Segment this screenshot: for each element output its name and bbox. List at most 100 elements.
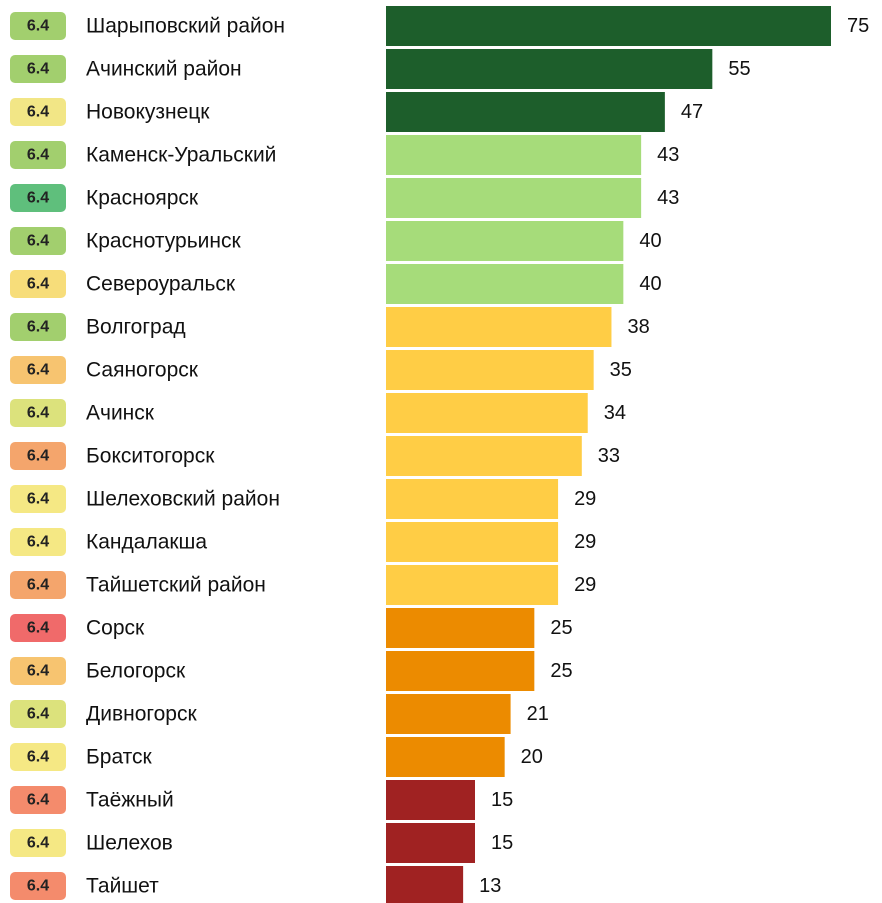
badge-label: 6.4 — [27, 190, 49, 207]
badge-label: 6.4 — [27, 319, 49, 336]
category-label: Таёжный — [86, 789, 174, 812]
category-label: Красноярск — [86, 187, 199, 210]
category-label: Шарыповский район — [86, 15, 285, 38]
value-label: 25 — [550, 617, 572, 639]
badge-label: 6.4 — [27, 448, 49, 465]
value-label: 21 — [527, 703, 549, 725]
value-label: 75 — [847, 15, 869, 37]
badge-label: 6.4 — [27, 233, 49, 250]
value-label: 38 — [627, 316, 649, 338]
badge — [10, 184, 66, 212]
bar — [386, 393, 588, 433]
badge — [10, 829, 66, 857]
category-label: Каменск-Уральский — [86, 144, 276, 167]
value-label: 43 — [657, 187, 679, 209]
bar — [386, 651, 535, 691]
category-label: Дивногорск — [86, 703, 197, 726]
category-label: Саяногорск — [86, 359, 199, 382]
badge — [10, 872, 66, 900]
category-label: Бокситогорск — [86, 445, 215, 468]
badge — [10, 442, 66, 470]
badge-label: 6.4 — [27, 18, 49, 35]
category-label: Шелехов — [86, 832, 173, 855]
value-label: 33 — [598, 445, 620, 467]
badge-label: 6.4 — [27, 534, 49, 551]
badge — [10, 657, 66, 685]
bar — [386, 565, 559, 605]
bar — [386, 608, 535, 648]
badge-label: 6.4 — [27, 620, 49, 637]
badge-label: 6.4 — [27, 835, 49, 852]
badge — [10, 528, 66, 556]
bar — [386, 694, 511, 734]
value-label: 15 — [491, 832, 513, 854]
badge — [10, 141, 66, 169]
bar — [386, 436, 582, 476]
bar — [386, 49, 713, 89]
value-label: 35 — [610, 359, 632, 381]
bar — [386, 178, 642, 218]
bar — [386, 92, 665, 132]
bar — [386, 823, 475, 863]
badge — [10, 614, 66, 642]
category-label: Шелеховский район — [86, 488, 280, 511]
value-label: 34 — [604, 402, 626, 424]
category-label: Североуральск — [86, 273, 236, 296]
badge-label: 6.4 — [27, 405, 49, 422]
badge — [10, 399, 66, 427]
badge-label: 6.4 — [27, 792, 49, 809]
category-label: Кандалакша — [86, 531, 207, 554]
bar — [386, 350, 594, 390]
bar — [386, 737, 505, 777]
value-label: 29 — [574, 531, 596, 553]
badge-label: 6.4 — [27, 147, 49, 164]
badge — [10, 12, 66, 40]
category-label: Тайшетский район — [86, 574, 266, 597]
badge — [10, 743, 66, 771]
badge-label: 6.4 — [27, 749, 49, 766]
badge — [10, 270, 66, 298]
value-label: 40 — [639, 230, 661, 252]
value-label: 40 — [639, 273, 661, 295]
category-label: Тайшет — [86, 875, 159, 898]
category-label: Ачинск — [86, 402, 155, 425]
badge-label: 6.4 — [27, 577, 49, 594]
badge — [10, 700, 66, 728]
badge-label: 6.4 — [27, 362, 49, 379]
badge — [10, 356, 66, 384]
bar — [386, 307, 612, 347]
value-label: 13 — [479, 875, 501, 897]
value-label: 47 — [681, 101, 703, 123]
badge — [10, 227, 66, 255]
badge-label: 6.4 — [27, 61, 49, 78]
badge — [10, 313, 66, 341]
bar — [386, 866, 464, 903]
badge — [10, 55, 66, 83]
bar — [386, 780, 475, 820]
badge — [10, 571, 66, 599]
category-label: Братск — [86, 746, 153, 769]
bar — [386, 221, 624, 261]
badge-label: 6.4 — [27, 276, 49, 293]
badge — [10, 98, 66, 126]
value-label: 25 — [550, 660, 572, 682]
category-label: Ачинский район — [86, 58, 242, 81]
bar — [386, 479, 559, 519]
badge-label: 6.4 — [27, 706, 49, 723]
badge-label: 6.4 — [27, 104, 49, 121]
badge-label: 6.4 — [27, 878, 49, 895]
badge-label: 6.4 — [27, 491, 49, 508]
category-label: Новокузнецк — [86, 101, 210, 124]
bar — [386, 264, 624, 304]
badge — [10, 485, 66, 513]
value-label: 29 — [574, 488, 596, 510]
badge-label: 6.4 — [27, 663, 49, 680]
bar — [386, 522, 559, 562]
category-label: Сорск — [86, 617, 145, 640]
value-label: 20 — [521, 746, 543, 768]
category-label: Краснотурьинск — [86, 230, 241, 253]
bar — [386, 135, 642, 175]
badge — [10, 786, 66, 814]
